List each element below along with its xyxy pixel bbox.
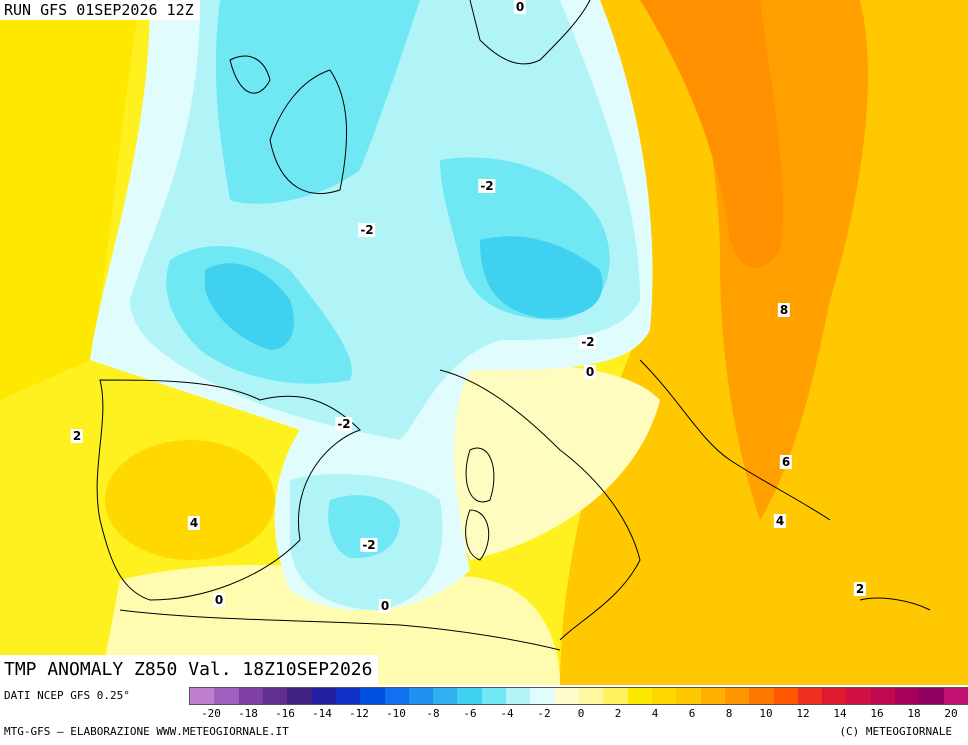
uk-cold-core [215, 0, 420, 204]
colorbar-swatch [311, 688, 336, 704]
colorbar-tick-label: -14 [312, 707, 332, 720]
colorbar-tick-label: 16 [870, 707, 884, 720]
east-hot-core [640, 0, 783, 269]
anomaly-map: RUN GFS 01SEP2026 12Z 0 -2 -2 -2 0 -2 -2 0 0 2 4 8 6… [0, 0, 968, 685]
med-cold-core [328, 495, 400, 559]
colorbar-tick-label: -20 [201, 707, 221, 720]
colorbar-swatch [530, 688, 555, 704]
colorbar-tick-label: -2 [537, 707, 551, 720]
iberia-warm-blob [105, 440, 275, 560]
map-canvas [0, 0, 968, 685]
colorbar-swatch [214, 688, 239, 704]
colorbar-tick-label: -8 [426, 707, 440, 720]
colorbar-swatch [749, 688, 774, 704]
colorbar-swatch [676, 688, 701, 704]
data-source-label: DATI NCEP GFS 0.25° [4, 689, 130, 702]
colorbar-tick-label: 8 [725, 707, 733, 720]
colorbar-tick-label: -12 [349, 707, 369, 720]
contour-label-m2-sardinia: -2 [360, 538, 378, 552]
alps-deep-core [480, 236, 603, 319]
colorbar-tick-label: -16 [275, 707, 295, 720]
colorbar-tick-label: 20 [944, 707, 958, 720]
italy-pale-zone [430, 364, 660, 560]
colorbar-tick-label: 18 [907, 707, 921, 720]
colorbar-swatch [335, 688, 361, 704]
colorbar-tick-label: 0 [577, 707, 585, 720]
colorbar-swatch [238, 688, 263, 704]
contour-label-8-romania: 8 [777, 303, 791, 317]
colorbar-tick-label: 6 [688, 707, 696, 720]
contour-label-2-crete: 2 [853, 582, 867, 596]
colorbar-tick-label: -18 [238, 707, 258, 720]
contour-label-4-spain: 4 [187, 516, 201, 530]
colorbar-swatch [506, 688, 531, 704]
colorbar-swatch [773, 688, 798, 704]
colorbar-swatch [724, 688, 750, 704]
contour-label-m2-germany: -2 [478, 179, 496, 193]
colorbar-swatch [895, 688, 920, 704]
colorbar-tick-label: 10 [759, 707, 773, 720]
colorbar-swatch [360, 688, 385, 704]
contour-label-4-greece: 4 [773, 514, 787, 528]
contour-label-m2-gulf-lion: -2 [335, 417, 353, 431]
contour-label-0-morocco: 0 [212, 593, 226, 607]
colorbar-swatch [651, 688, 677, 704]
colorbar-swatch [919, 688, 944, 704]
contour-label-0-adriatic: 0 [583, 365, 597, 379]
credit-right: (C) METEOGIORNALE [839, 725, 952, 738]
colorbar-swatch [627, 688, 652, 704]
credit-left: MTG-GFS — ELABORAZIONE WWW.METEOGIORNALE… [4, 725, 289, 738]
atlantic-field [0, 0, 140, 400]
colorbar-tick-label: 2 [614, 707, 622, 720]
colorbar-swatch [481, 688, 507, 704]
colorbar-swatch [262, 688, 288, 704]
colorbar-swatch [287, 688, 312, 704]
map-title: TMP ANOMALY Z850 Val. 18Z10SEP2026 [0, 655, 379, 685]
contour-label-m2-alps: -2 [579, 335, 597, 349]
colorbar-swatch [943, 688, 968, 704]
colorbar-swatch [579, 688, 604, 704]
colorbar-swatch [603, 688, 628, 704]
contour-label-0-north: 0 [513, 0, 527, 14]
colorbar-swatch [384, 688, 409, 704]
contour-label-2-portugal: 2 [70, 429, 84, 443]
colorbar-tick-label: -6 [463, 707, 477, 720]
colorbar-tick-label: 12 [796, 707, 810, 720]
colorbar-swatch [700, 688, 725, 704]
colorbar [189, 687, 968, 705]
coastlines [96, 0, 931, 651]
colorbar-swatch [846, 688, 871, 704]
colorbar-swatch [797, 688, 823, 704]
contour-label-6-balkans: 6 [779, 455, 793, 469]
colorbar-swatch [554, 688, 579, 704]
colorbar-tick-label: 14 [833, 707, 847, 720]
colorbar-swatch [457, 688, 482, 704]
colorbar-swatch [870, 688, 896, 704]
colorbar-swatch [822, 688, 847, 704]
colorbar-tick-label: -4 [500, 707, 514, 720]
contour-label-m2-france: -2 [358, 223, 376, 237]
colorbar-ticks: -20 -18 -16 -14 -12 -10 -8 -6 -4 -2 0 2 4 6 8 10 12 14 16 1… [189, 707, 968, 723]
colorbar-swatch [190, 688, 215, 704]
contour-label-0-algeria: 0 [378, 599, 392, 613]
run-label: RUN GFS 01SEP2026 12Z [0, 0, 200, 20]
colorbar-tick-label: -10 [386, 707, 406, 720]
biscay-deep-core [205, 263, 294, 350]
colorbar-swatch [408, 688, 434, 704]
colorbar-swatch [433, 688, 458, 704]
colorbar-tick-label: 4 [651, 707, 659, 720]
legend: DATI NCEP GFS 0.25° -20 -18 -16 -14 -12 -10 -8… [0, 685, 968, 745]
